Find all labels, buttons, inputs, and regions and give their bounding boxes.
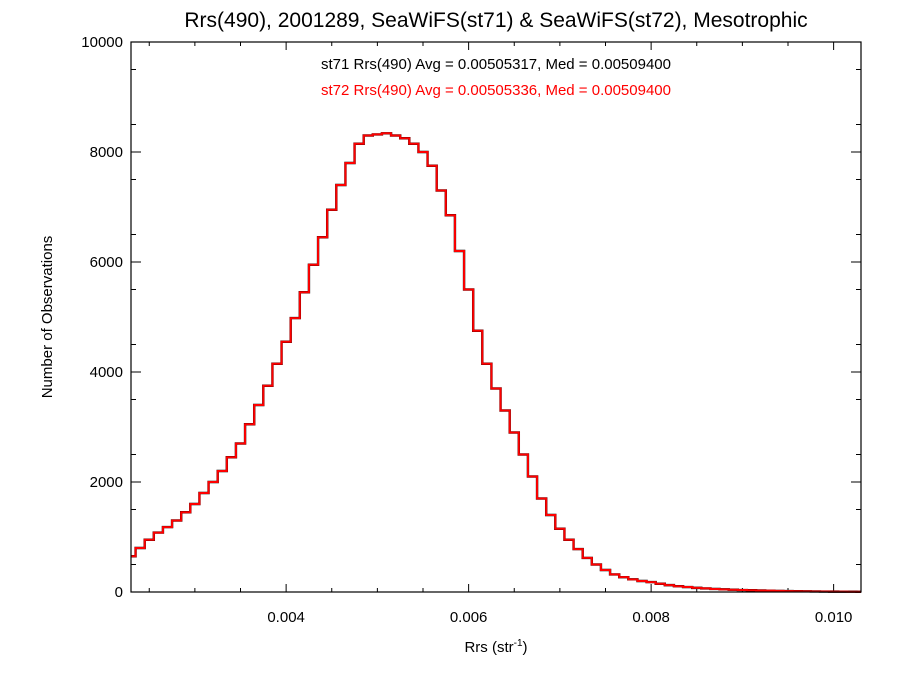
axis-ticks: 0.004 0.006 0.008 0.010 0 2000 4000 6000 8000 100…: [81, 34, 861, 626]
x-axis-label-close: ): [523, 639, 528, 656]
y-tick-label: 8000: [90, 144, 123, 161]
x-tick-label: 0.010: [815, 609, 853, 626]
y-tick-label: 2000: [90, 474, 123, 491]
annotation-st72: st72 Rrs(490) Avg = 0.00505336, Med = 0.…: [321, 82, 671, 99]
y-axis-label: Number of Observations: [39, 236, 56, 399]
x-tick-label: 0.006: [450, 609, 488, 626]
plot-frame: [130, 41, 862, 593]
y-tick-label: 0: [115, 584, 123, 601]
x-tick-label: 0.004: [267, 609, 305, 626]
x-axis-label-superscript: -1: [514, 638, 523, 649]
chart-title: Rrs(490), 2001289, SeaWiFS(st71) & SeaWi…: [184, 9, 807, 32]
x-axis-label-base: Rrs (str: [464, 639, 513, 656]
plot-series: [131, 132, 861, 593]
annotation-st71: st71 Rrs(490) Avg = 0.00505317, Med = 0.…: [321, 56, 671, 73]
x-tick-label: 0.008: [632, 609, 670, 626]
series-line-st72: [131, 132, 861, 593]
y-tick-label: 10000: [81, 34, 123, 51]
x-axis-label: Rrs (str-1): [464, 638, 527, 656]
y-tick-label: 6000: [90, 254, 123, 271]
y-tick-label: 4000: [90, 364, 123, 381]
